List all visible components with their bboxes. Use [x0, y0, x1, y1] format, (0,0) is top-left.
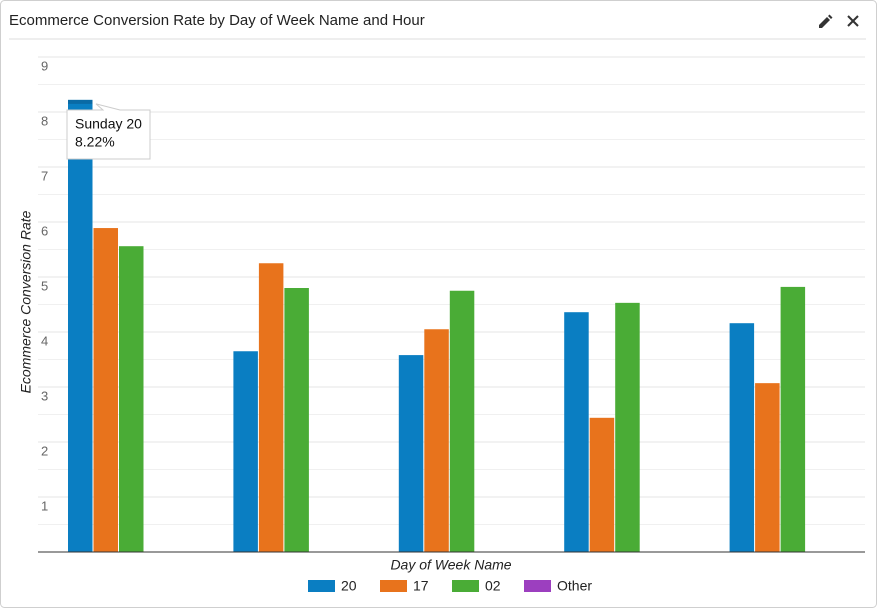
bar	[93, 228, 118, 553]
legend-label: 17	[413, 578, 429, 594]
x-axis-label: Day of Week Name	[390, 557, 511, 573]
y-tick-label: 5	[41, 278, 48, 293]
tooltip-box	[66, 103, 151, 160]
legend-swatch	[452, 580, 479, 592]
chart-title: Ecommerce Conversion Rate by Day of Week…	[9, 12, 425, 29]
legend-swatch	[308, 580, 335, 592]
tooltip-title: Sunday 20	[75, 116, 142, 132]
legend-label: 20	[341, 578, 357, 594]
legend-label: Other	[557, 578, 592, 594]
y-tick-label: 7	[41, 168, 48, 183]
close-icon[interactable]	[847, 15, 859, 27]
edit-icon[interactable]	[819, 14, 833, 29]
bar	[233, 351, 258, 552]
bar	[449, 290, 475, 552]
y-tick-label: 3	[41, 388, 48, 403]
bar	[564, 312, 589, 552]
bar	[398, 355, 424, 552]
y-tick-label: 8	[41, 113, 48, 128]
y-tick-label: 9	[41, 58, 48, 73]
y-tick-label: 6	[41, 223, 48, 238]
bar	[258, 263, 284, 552]
bar	[729, 323, 755, 552]
tooltip-value: 8.22%	[75, 134, 115, 150]
highlight	[68, 99, 93, 104]
legend-swatch	[524, 580, 551, 592]
bar	[68, 99, 93, 553]
bar	[284, 288, 309, 552]
y-tick-label: 2	[41, 443, 48, 458]
legend-label: 02	[485, 578, 501, 594]
bar	[615, 302, 640, 552]
y-tick-label: 4	[41, 333, 48, 348]
y-axis-label: Ecommerce Conversion Rate	[18, 210, 34, 393]
bar	[424, 329, 449, 552]
close-stroke	[847, 15, 859, 27]
y-tick-label: 1	[41, 498, 48, 513]
legend-swatch	[380, 580, 407, 592]
bar	[780, 286, 806, 552]
bar	[119, 246, 144, 552]
bar	[755, 383, 780, 552]
bar	[589, 417, 615, 552]
edit-glyph	[819, 14, 833, 28]
